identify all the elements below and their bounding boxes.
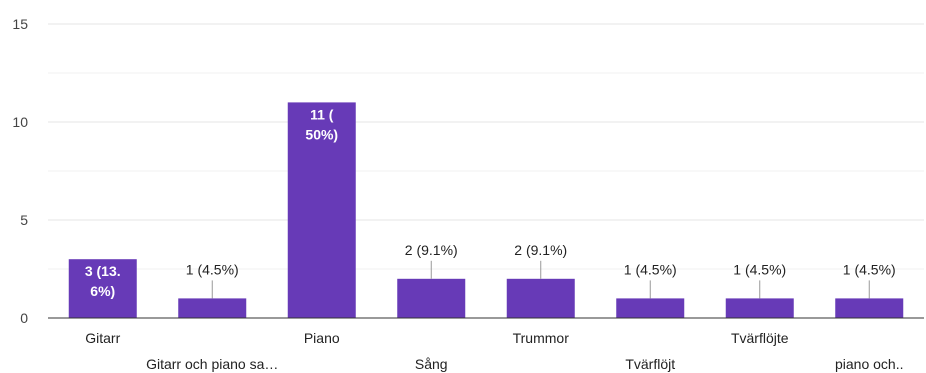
bar [616, 298, 685, 318]
y-tick-label: 5 [20, 212, 28, 228]
category-label: Piano [304, 330, 340, 346]
data-label: 3 (13. [85, 263, 121, 279]
data-label: 2 (9.1%) [405, 242, 458, 258]
category-label: Gitarr och piano sa… [146, 356, 278, 372]
y-tick-label: 0 [20, 310, 28, 326]
data-label: 1 (4.5%) [186, 261, 239, 277]
gridlines [48, 23, 924, 270]
category-label: Gitarr [85, 330, 120, 346]
bar [287, 102, 356, 319]
data-label: 1 (4.5%) [624, 261, 677, 277]
y-axis-ticks: 0 5 10 15 [12, 16, 28, 326]
category-label: Trummor [513, 330, 570, 346]
bar [835, 298, 904, 318]
y-tick-label: 15 [12, 16, 28, 32]
category-label: Tvärflöjte [731, 330, 789, 346]
category-labels: Gitarr Gitarr och piano sa… Piano Sång Trumm… [85, 330, 903, 372]
data-label: 50%) [305, 126, 338, 142]
bar [725, 298, 794, 318]
bars [68, 102, 904, 319]
data-label: 6%) [90, 283, 115, 299]
bar [506, 278, 575, 318]
bar [397, 278, 466, 318]
data-label: 2 (9.1%) [514, 242, 567, 258]
category-label: Sång [415, 356, 448, 372]
data-label: 11 ( [310, 106, 334, 122]
bar [178, 298, 247, 318]
data-label: 1 (4.5%) [733, 261, 786, 277]
data-labels: 3 (13. 6%) 1 (4.5%) 11 ( 50%) 2 (9.1%) 2 (9.1%… [85, 106, 896, 299]
y-tick-label: 10 [12, 114, 28, 130]
category-label: piano och.. [835, 356, 904, 372]
bar [68, 259, 137, 318]
data-label: 1 (4.5%) [843, 261, 896, 277]
category-label: Tvärflöjt [625, 356, 675, 372]
